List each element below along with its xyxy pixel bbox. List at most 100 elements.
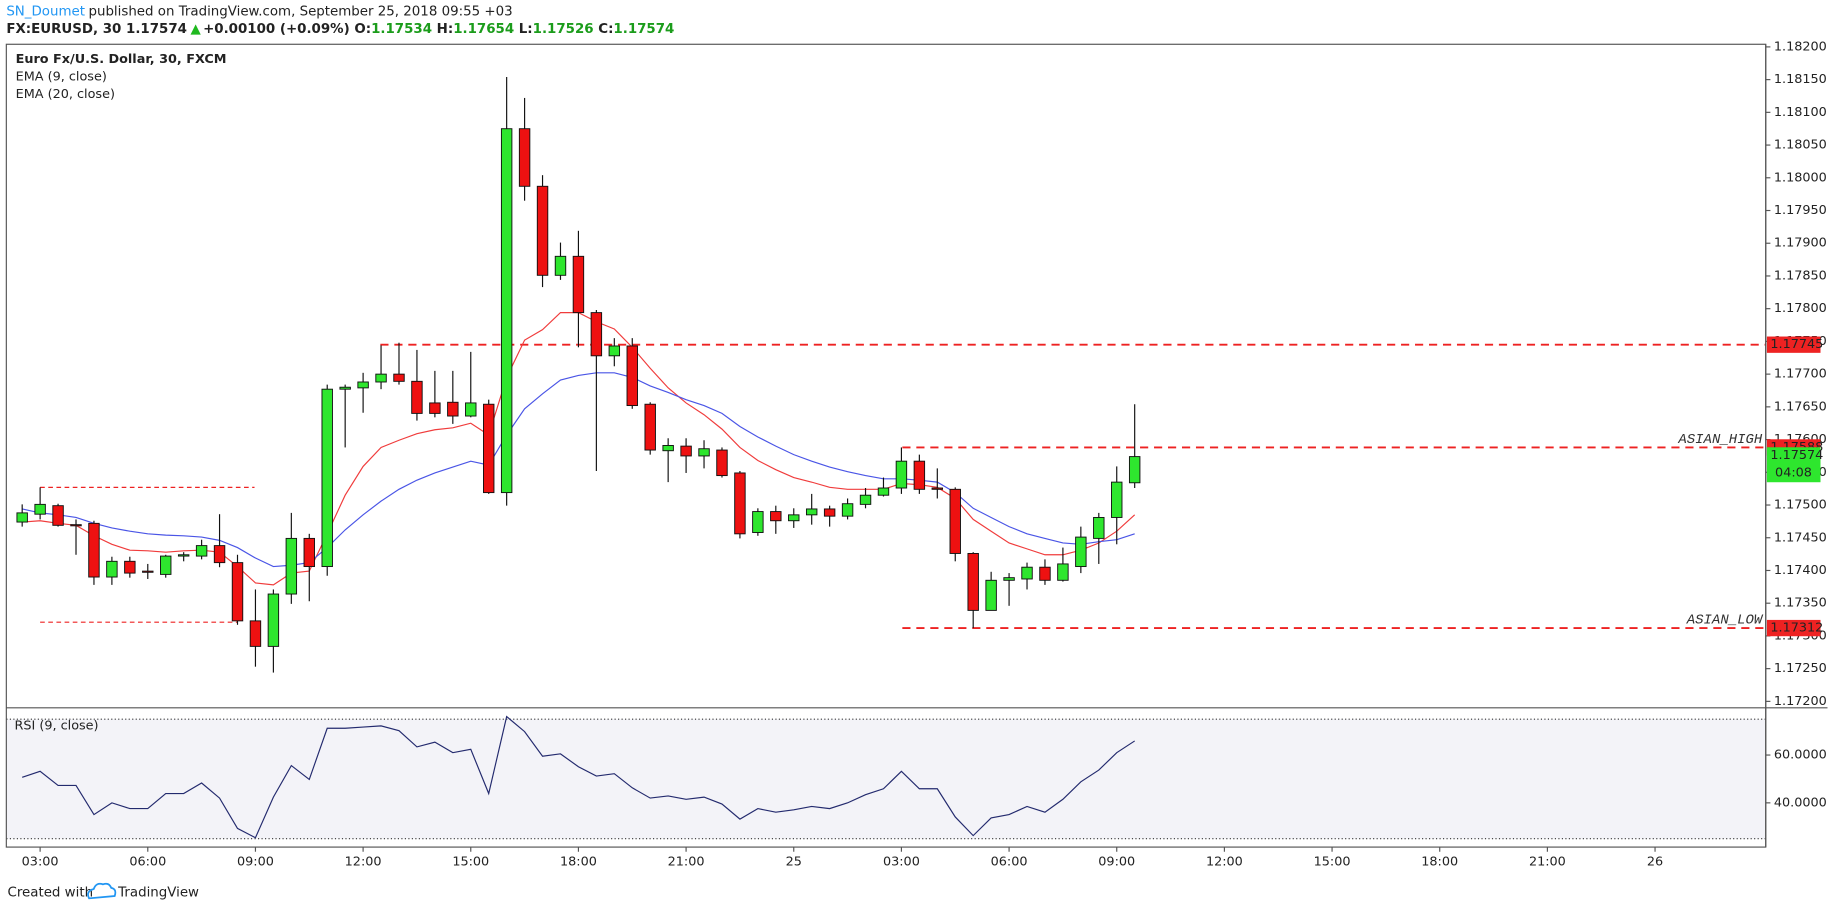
y-tick-label: 1.17400 [1774, 563, 1827, 578]
last: 1.17574 [126, 22, 187, 37]
candle-body [752, 511, 764, 533]
candle-body [465, 402, 477, 417]
price-box [1766, 619, 1821, 637]
band-fill [6, 719, 1766, 839]
candle-body [1075, 536, 1087, 568]
candle-body [590, 312, 603, 357]
last-price-label: 1.17574 [1770, 448, 1823, 463]
candle-body [877, 487, 890, 496]
candle-body [662, 445, 674, 452]
candle-body [231, 562, 244, 622]
candle-body [34, 503, 46, 515]
footer-brand[interactable]: TradingView [117, 886, 199, 901]
candle-body [213, 545, 226, 564]
candle-body [680, 445, 692, 457]
candle-body [285, 537, 298, 595]
candle-body [788, 514, 800, 522]
quote-value: 1.17654 [453, 22, 514, 37]
x-tick-label: 15:00 [452, 855, 489, 870]
x-tick-label: 09:00 [237, 855, 274, 870]
candle-body [841, 503, 854, 517]
x-tick-label: 12:00 [1206, 855, 1243, 870]
candle-body [859, 494, 872, 505]
level-annotation: ASIAN_HIGH [1677, 432, 1762, 448]
legend-entry: EMA (20, close) [16, 87, 115, 102]
quote-value: 1.17534 [371, 22, 432, 37]
y-tick-label: 1.18050 [1774, 138, 1827, 153]
candle-body [375, 373, 387, 383]
candle-body [644, 403, 656, 451]
quote-key: H: [437, 22, 454, 37]
y-tick-label: 40.0000 [1774, 795, 1827, 810]
y-tick-label: 1.17200 [1774, 694, 1827, 709]
chart-title: Euro Fx/U.S. Dollar, 30, FXCM [16, 52, 227, 67]
candle-body [716, 449, 728, 477]
candle-body [913, 460, 926, 490]
candle-body [500, 128, 513, 494]
author-link[interactable]: SN_Doumet [6, 5, 85, 20]
candle-body [195, 545, 208, 557]
candle-body [357, 381, 369, 389]
quote-key: O: [354, 22, 371, 37]
candle-body [967, 552, 979, 611]
tradingview-logo [87, 882, 117, 900]
candle-body [1039, 566, 1051, 581]
quote-value: 1.17526 [533, 22, 594, 37]
arrow: ▲ [190, 22, 201, 37]
y-tick-label: 1.17700 [1774, 367, 1827, 382]
candle-body [447, 401, 459, 417]
candle-body [572, 255, 585, 314]
quote-value: 1.17574 [613, 22, 674, 37]
candle-body [160, 555, 172, 575]
candle-body [249, 620, 262, 647]
candle-body [429, 402, 441, 414]
x-tick-label: 06:00 [129, 855, 166, 870]
y-tick-label: 1.18100 [1774, 105, 1827, 120]
rsi-line [21, 715, 1136, 839]
candle-body [88, 522, 100, 578]
y-tick-label: 1.17500 [1774, 498, 1827, 513]
candle-body [770, 511, 782, 522]
candle-body [1057, 563, 1069, 581]
candle-body [339, 386, 351, 390]
price-box-label: 1.17745 [1770, 337, 1823, 352]
rsi-legend: RSI (9, close) [14, 718, 98, 733]
candle-body [411, 380, 423, 414]
candle-body [931, 487, 944, 490]
publish-line: SN_Doumet published on TradingView.com, S… [6, 5, 512, 20]
x-tick-label: 09:00 [1098, 855, 1135, 870]
candle-body [949, 488, 961, 554]
x-tick-label: 25 [786, 855, 802, 870]
last-price-box [1766, 447, 1821, 483]
legend-entry: EMA (9, close) [16, 69, 107, 84]
countdown: 04:08 [1775, 465, 1812, 480]
x-tick-label: 06:00 [991, 855, 1028, 870]
candle-body [518, 128, 531, 187]
candle-body [1111, 481, 1123, 518]
candle-body [1021, 566, 1033, 580]
candle-body [895, 460, 908, 489]
y-tick-label: 60.0000 [1774, 748, 1827, 763]
price-box-label: 1.17312 [1770, 621, 1823, 636]
candle-body [303, 537, 315, 568]
candle-body [536, 185, 549, 276]
y-tick-label: 1.17450 [1774, 530, 1827, 545]
plot-area [6, 77, 1766, 840]
x-tick-label: 21:00 [1529, 855, 1566, 870]
y-tick-label: 1.18200 [1774, 39, 1827, 54]
y-tick-label: 1.17250 [1774, 661, 1827, 676]
quote-key: L: [519, 22, 533, 37]
candle-body [1093, 516, 1105, 539]
candle-body [626, 345, 638, 407]
x-tick-label: 15:00 [1314, 855, 1351, 870]
y-tick-label: 1.18150 [1774, 72, 1827, 87]
published-text: published on TradingView.com, September … [88, 5, 512, 20]
candle-body [52, 505, 64, 526]
x-tick-label: 18:00 [560, 855, 597, 870]
y-tick-label: 1.17950 [1774, 203, 1827, 218]
candle-body [70, 524, 82, 527]
candle-body [805, 508, 818, 516]
change: +0.00100 (+0.09%) [203, 22, 350, 37]
x-tick-label: 03:00 [22, 855, 59, 870]
candle-body [106, 560, 118, 578]
